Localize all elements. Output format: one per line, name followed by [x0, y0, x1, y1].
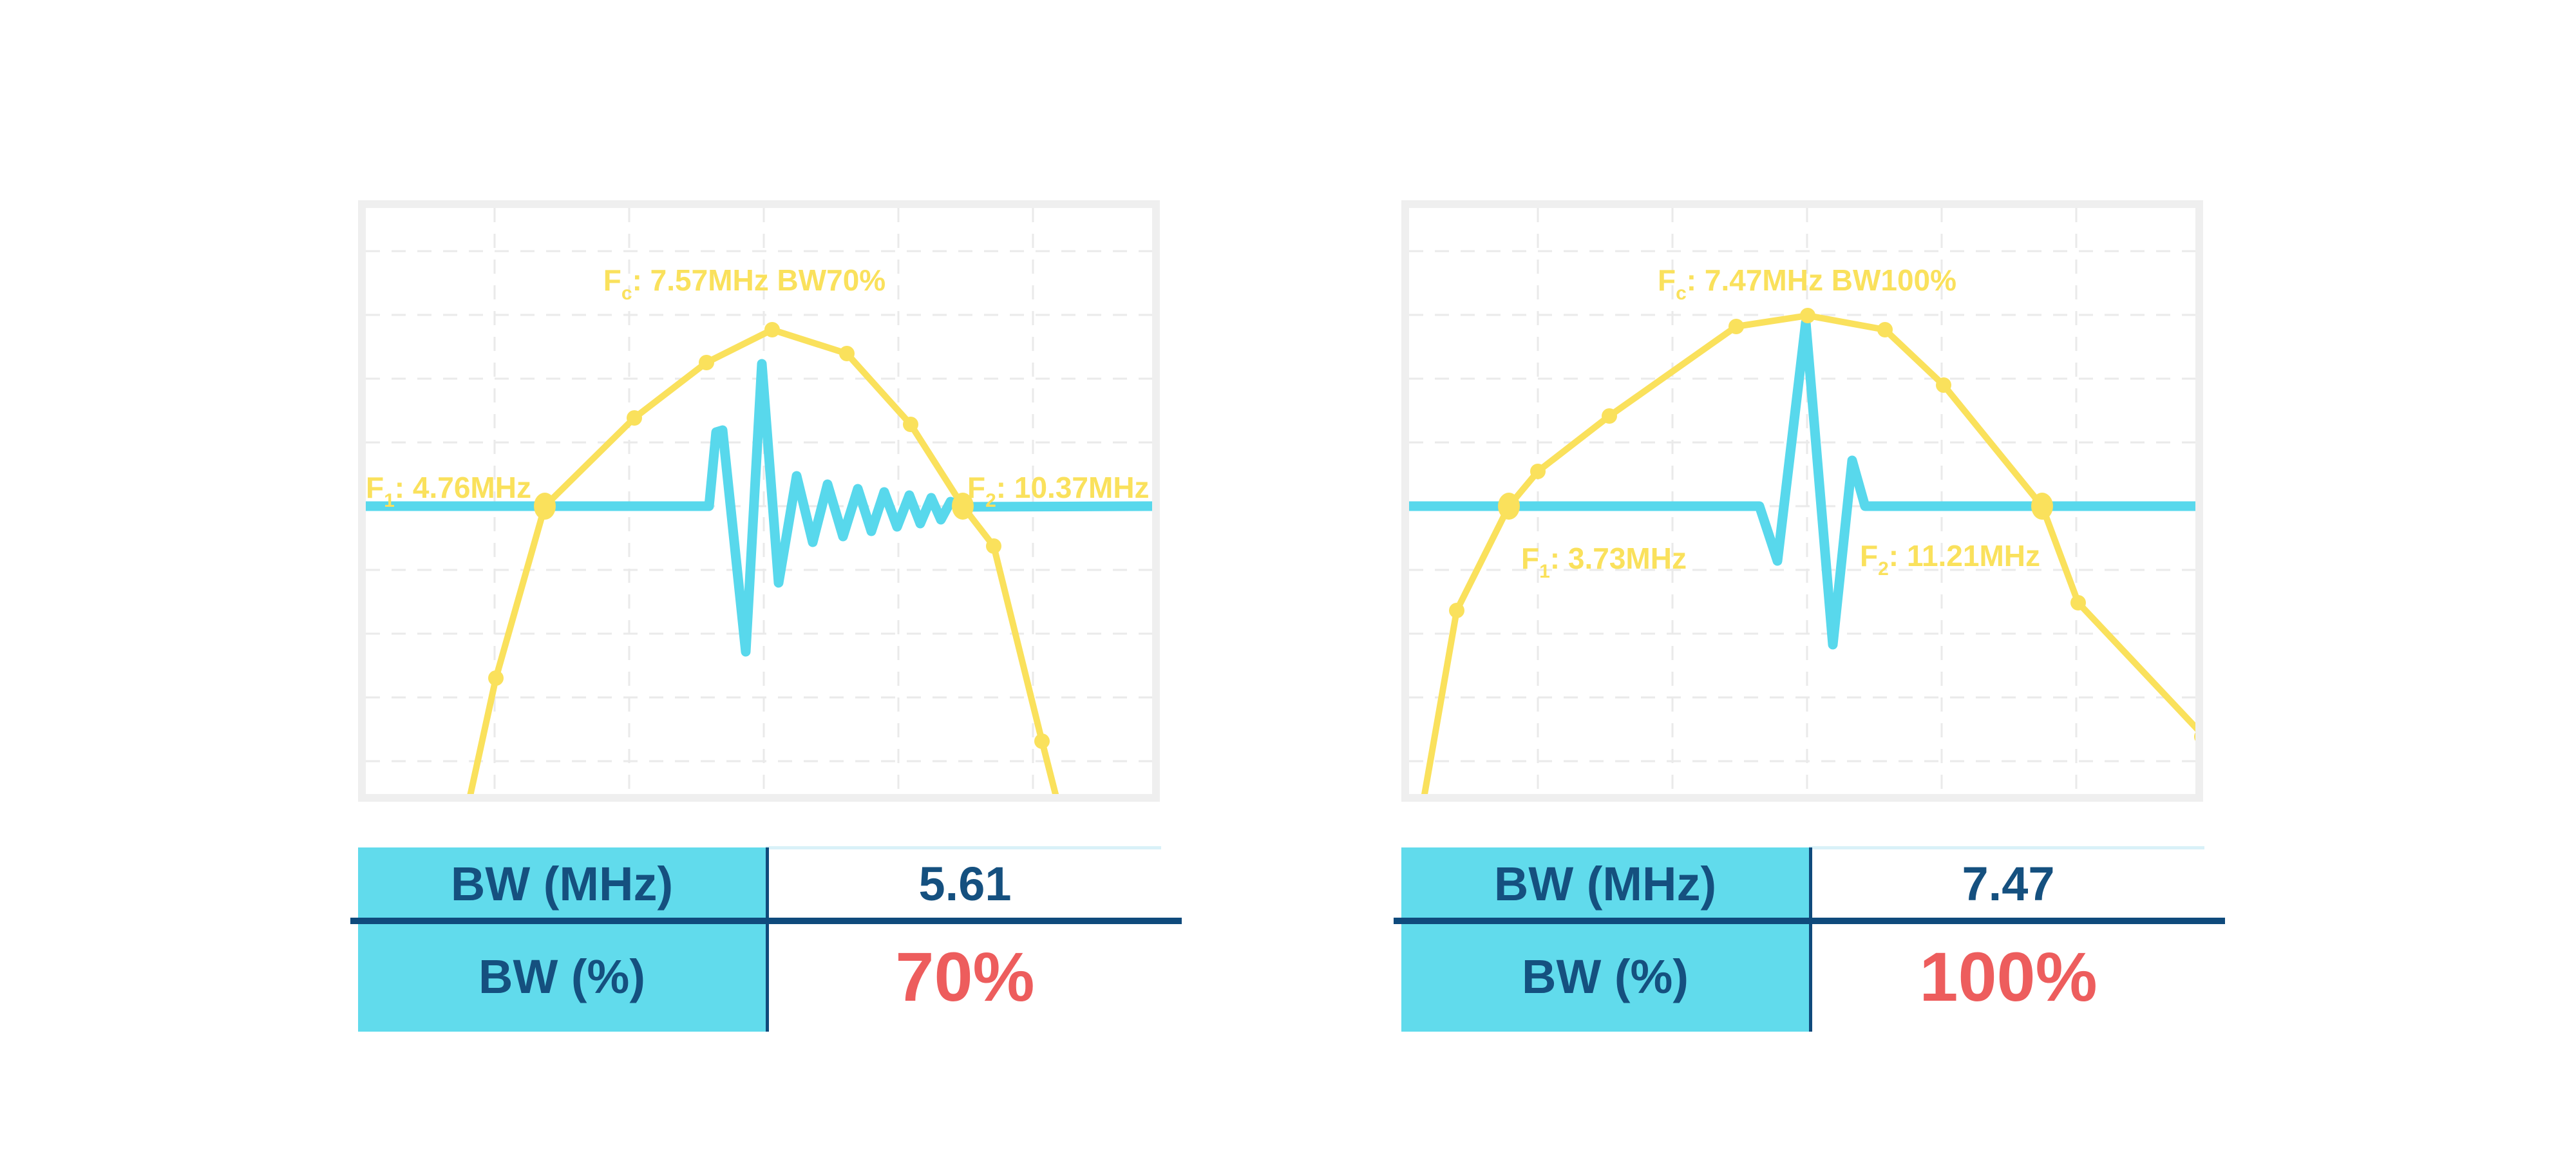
table-label-column: [1401, 847, 1809, 1032]
spectrum-point: [2070, 595, 2086, 610]
bw-table-right: BW (MHz) 7.47 BW (%) 100%: [1394, 846, 2225, 1032]
bw-percent-label: BW (%): [478, 949, 645, 1003]
table-row-divider: [1394, 918, 2225, 924]
table-top-border: [1809, 846, 2204, 849]
spectrum-point: [699, 355, 714, 370]
fc-annotation: Fc: 7.47MHz BW100%: [1658, 263, 1956, 304]
spectrum-point: [903, 417, 918, 432]
chart-panel-bw70: Fc: 7.57MHz BW70% F1: 4.76MHz F2: 10.37MHz: [358, 200, 1160, 802]
spectrum-point: [1530, 464, 1546, 479]
bw-percent-value: 100%: [1919, 937, 2098, 1016]
spectrum-point: [1449, 603, 1464, 618]
f2-annotation: F2: 10.37MHz: [967, 471, 1150, 511]
spectrum-point: [488, 670, 504, 686]
table-row-divider: [350, 918, 1182, 924]
table-vertical-divider: [1809, 847, 1812, 1032]
bw-mhz-label: BW (MHz): [450, 856, 674, 911]
bw-percent-label: BW (%): [1522, 949, 1689, 1003]
spectrum-point: [1800, 308, 1815, 323]
chart-panel-bw100: Fc: 7.47MHz BW100% F1: 3.73MHz F2: 11.21MH…: [1401, 200, 2203, 802]
bw-mhz-label: BW (MHz): [1493, 856, 1717, 911]
table-label-column: [358, 847, 766, 1032]
spectrum-point: [1728, 319, 1744, 334]
spectrum-chart-bw100: Fc: 7.47MHz BW100% F1: 3.73MHz F2: 11.21MH…: [1401, 200, 2203, 802]
spectrum-point: [1602, 408, 1617, 424]
f2-cutoff-marker: [952, 493, 974, 520]
spectrum-chart-bw70: Fc: 7.57MHz BW70% F1: 4.76MHz F2: 10.37MHz: [358, 200, 1160, 802]
fc-annotation: Fc: 7.57MHz BW70%: [603, 263, 886, 304]
pulse-waveform: [358, 359, 1160, 657]
f2-cutoff-marker: [2031, 493, 2053, 520]
f1-cutoff-marker: [1498, 493, 1520, 520]
f1-annotation: F1: 3.73MHz: [1521, 542, 1687, 582]
f1-annotation: F1: 4.76MHz: [366, 471, 531, 511]
bw-mhz-value: 5.61: [918, 856, 1012, 911]
plot-area: [1401, 200, 2203, 802]
spectrum-point: [1034, 733, 1050, 749]
f2-annotation: F2: 11.21MHz: [1860, 539, 2040, 580]
spectrum-point: [1877, 322, 1893, 337]
table-vertical-divider: [766, 847, 769, 1032]
f1-cutoff-marker: [534, 493, 556, 520]
chart-frame: [1401, 200, 2203, 802]
spectrum-curve: [1420, 312, 2203, 802]
bw-mhz-value: 7.47: [1962, 856, 2055, 911]
bw-table-left: BW (MHz) 5.61 BW (%) 70%: [350, 846, 1182, 1032]
bw-percent-value: 70%: [895, 937, 1035, 1016]
pulse-waveform: [1401, 317, 2203, 650]
spectrum-point: [986, 538, 1001, 554]
spectrum-point: [839, 346, 855, 361]
chart-frame: [358, 200, 1160, 802]
spectrum-point: [1936, 377, 1951, 393]
spectrum-curve: [466, 326, 1061, 802]
table-top-border: [766, 846, 1161, 849]
spectrum-point: [627, 410, 642, 426]
spectrum-point: [764, 322, 780, 337]
